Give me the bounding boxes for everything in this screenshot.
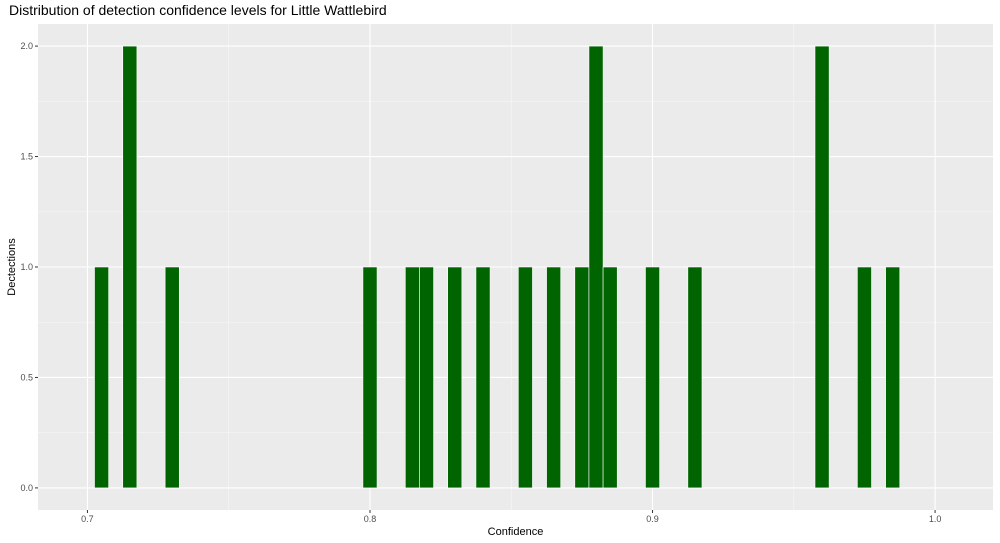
x-tick-label: 0.9 <box>646 514 659 524</box>
x-tick-label: 0.8 <box>364 514 377 524</box>
y-tick-label: 1.0 <box>20 262 33 272</box>
histogram-bar <box>574 266 590 489</box>
chart-title: Distribution of detection confidence lev… <box>9 2 387 18</box>
histogram-bar <box>588 45 604 489</box>
y-tick-label: 0.0 <box>20 483 33 493</box>
y-tick-label: 2.0 <box>20 41 33 51</box>
histogram-bar <box>164 266 180 489</box>
histogram-bar <box>94 266 109 489</box>
histogram-bar <box>419 266 434 489</box>
histogram-bar <box>645 266 660 489</box>
y-axis-title: Dectections <box>6 238 18 296</box>
histogram-bar <box>362 266 378 489</box>
histogram-bar <box>687 266 703 489</box>
x-tick-label: 0.7 <box>81 514 94 524</box>
y-axis: 0.0 0.5 1.0 1.5 2.0 <box>20 41 38 493</box>
histogram-bar <box>546 266 562 489</box>
histogram-bar <box>602 266 618 489</box>
x-tick-label: 1.0 <box>929 514 942 524</box>
x-axis-title: Confidence <box>488 526 544 538</box>
histogram-bar <box>405 266 420 489</box>
x-axis: 0.7 0.8 0.9 1.0 <box>81 510 941 524</box>
histogram-bar <box>885 266 901 489</box>
histogram-bar <box>122 45 138 489</box>
bars <box>94 45 901 489</box>
y-tick-label: 0.5 <box>20 372 33 382</box>
histogram-bar <box>518 266 533 489</box>
histogram-bar <box>857 266 872 489</box>
histogram-bar <box>447 266 463 489</box>
histogram-bar <box>475 266 491 489</box>
histogram-bar <box>814 45 830 489</box>
y-tick-label: 1.5 <box>20 152 33 162</box>
